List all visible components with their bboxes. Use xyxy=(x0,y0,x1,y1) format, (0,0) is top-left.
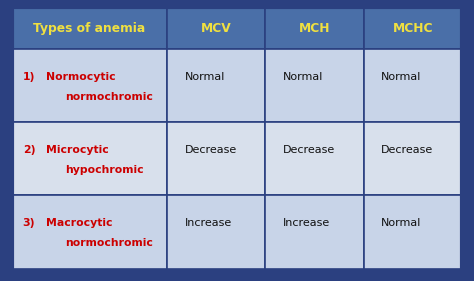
Text: Normal: Normal xyxy=(381,218,422,228)
Bar xyxy=(12,196,167,269)
Bar xyxy=(167,196,265,269)
Bar xyxy=(265,196,364,269)
Text: Increase: Increase xyxy=(185,218,232,228)
Text: Decrease: Decrease xyxy=(381,145,434,155)
Text: Normal: Normal xyxy=(283,72,323,82)
Bar xyxy=(364,7,462,49)
Text: 1): 1) xyxy=(23,72,35,82)
Bar xyxy=(12,7,167,49)
Bar xyxy=(364,122,462,196)
Bar xyxy=(364,49,462,122)
Bar xyxy=(167,122,265,196)
Text: Decrease: Decrease xyxy=(283,145,335,155)
Bar xyxy=(167,49,265,122)
Text: normochromic: normochromic xyxy=(64,238,153,248)
Bar xyxy=(12,122,167,196)
Text: Normal: Normal xyxy=(185,72,225,82)
Text: 2): 2) xyxy=(23,145,35,155)
Text: normochromic: normochromic xyxy=(64,92,153,102)
Text: Normocytic: Normocytic xyxy=(46,72,116,82)
Text: 3): 3) xyxy=(23,218,35,228)
Text: MCH: MCH xyxy=(299,22,330,35)
Text: Decrease: Decrease xyxy=(185,145,237,155)
Bar xyxy=(12,49,167,122)
Text: Microcytic: Microcytic xyxy=(46,145,109,155)
Bar xyxy=(265,7,364,49)
Text: MCHC: MCHC xyxy=(392,22,433,35)
Text: Types of anemia: Types of anemia xyxy=(33,22,146,35)
Text: MCV: MCV xyxy=(201,22,232,35)
Bar xyxy=(167,7,265,49)
Bar xyxy=(265,49,364,122)
Bar xyxy=(364,196,462,269)
Bar xyxy=(265,122,364,196)
Text: Increase: Increase xyxy=(283,218,330,228)
Text: Macrocytic: Macrocytic xyxy=(46,218,112,228)
Text: Normal: Normal xyxy=(381,72,422,82)
Text: hypochromic: hypochromic xyxy=(64,165,143,175)
